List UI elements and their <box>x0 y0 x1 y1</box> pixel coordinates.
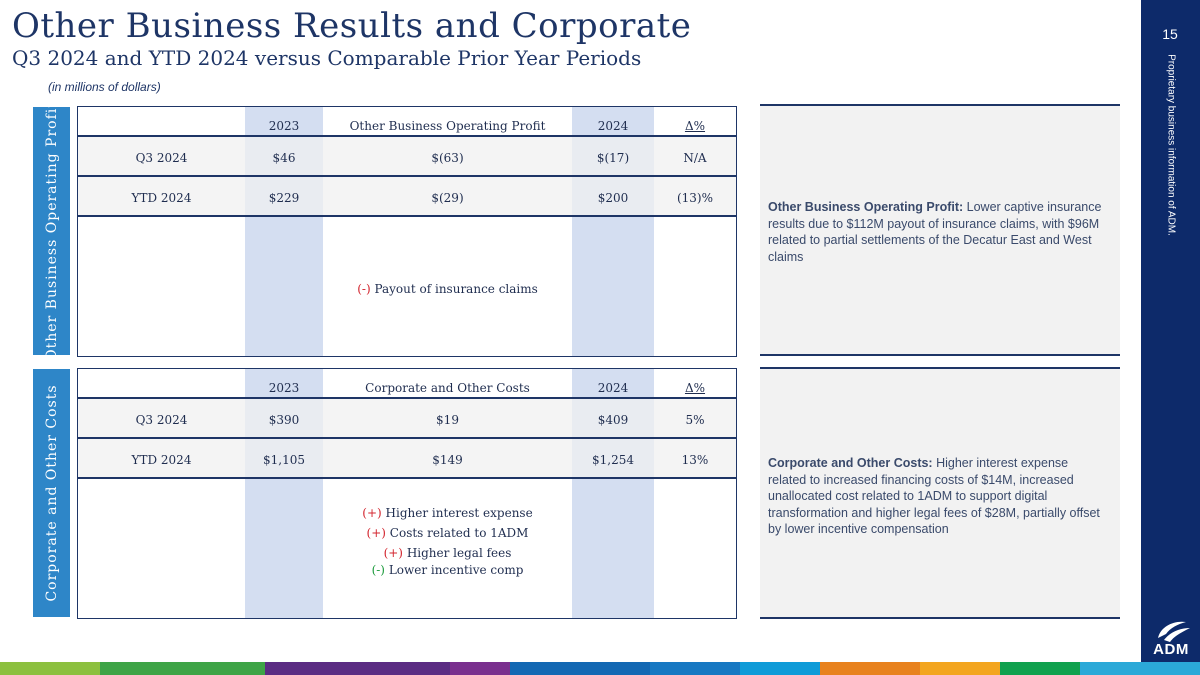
row-shading <box>78 137 736 175</box>
page-number: 15 <box>1162 26 1178 42</box>
header-2024: 2024 <box>597 381 629 395</box>
header-delta-pct: Δ% <box>684 119 706 133</box>
stripe-segment <box>820 662 920 675</box>
table-row: Q3 2024 $46 $(63) $(17) N/A <box>78 137 736 177</box>
brand-sidebar <box>1141 0 1200 662</box>
driver-item: (+) Higher legal fees <box>323 543 572 563</box>
row-shading <box>78 399 736 437</box>
driver-sign: (+) <box>383 546 403 560</box>
row-current: $1,254 <box>592 453 634 467</box>
row-period: YTD 2024 <box>131 191 192 205</box>
driver-text: Costs related to 1ADM <box>389 526 529 540</box>
row-current: $409 <box>597 413 629 427</box>
header-metric: Other Business Operating Profit <box>349 119 546 133</box>
page-subtitle: Q3 2024 and YTD 2024 versus Comparable P… <box>12 46 642 70</box>
row-prior: $1,105 <box>263 453 305 467</box>
driver-sign: (+) <box>362 506 382 520</box>
stripe-segment <box>1000 662 1080 675</box>
row-pct: 13% <box>681 453 709 467</box>
header-2023: 2023 <box>268 119 300 133</box>
stripe-segment <box>740 662 820 675</box>
side-tab-other-business: Other Business Operating Profit <box>33 101 70 361</box>
driver-sign: (-) <box>371 563 385 577</box>
confidentiality-notice: Proprietary business information of ADM. <box>1165 54 1177 236</box>
row-change: $19 <box>436 413 459 427</box>
drivers-list: (+) Higher interest expense (+) Costs re… <box>323 503 572 580</box>
row-prior: $46 <box>272 151 296 165</box>
row-prior: $390 <box>268 413 300 427</box>
driver-text: Payout of insurance claims <box>374 282 538 296</box>
driver-item: (+) Costs related to 1ADM <box>323 523 572 543</box>
row-period: YTD 2024 <box>131 453 192 467</box>
adm-logo-icon <box>1158 621 1190 642</box>
driver-text: Lower incentive comp <box>388 563 524 577</box>
stripe-segment <box>650 662 740 675</box>
driver-item: (+) Higher interest expense <box>323 503 572 523</box>
corporate-costs-table: 2023 Corporate and Other Costs 2024 Δ% Q… <box>77 368 737 619</box>
row-current: $200 <box>597 191 629 205</box>
row-prior: $229 <box>268 191 300 205</box>
row-period: Q3 2024 <box>135 413 188 427</box>
stripe-segment <box>265 662 450 675</box>
header-2024: 2024 <box>597 119 629 133</box>
driver-item: (-) Lower incentive comp <box>323 560 572 580</box>
table-header: 2023 Corporate and Other Costs 2024 Δ% <box>78 369 736 399</box>
commentary-heading: Other Business Operating Profit: <box>768 200 964 214</box>
row-shading <box>78 439 736 477</box>
driver-item: (-) Payout of insurance claims <box>323 279 572 299</box>
driver-text: Higher interest expense <box>385 506 533 520</box>
header-delta-pct: Δ% <box>684 381 706 395</box>
row-pct: 5% <box>685 413 705 427</box>
stripe-segment <box>100 662 265 675</box>
units-note: (in millions of dollars) <box>48 80 161 94</box>
stripe-segment <box>0 662 100 675</box>
row-period: Q3 2024 <box>135 151 188 165</box>
commentary-body: Lower captive insurance results due to $… <box>768 200 1102 264</box>
side-tab-corporate: Corporate and Other Costs <box>33 369 70 617</box>
driver-sign: (-) <box>357 282 371 296</box>
driver-sign: (+) <box>366 526 386 540</box>
driver-text: Higher legal fees <box>406 546 512 560</box>
table-row: YTD 2024 $1,105 $149 $1,254 13% <box>78 439 736 479</box>
side-tab-label: Other Business Operating Profit <box>43 101 60 361</box>
row-change: $149 <box>432 453 463 467</box>
row-change: $(29) <box>431 191 464 205</box>
stripe-segment <box>510 662 650 675</box>
table-row: YTD 2024 $229 $(29) $200 (13)% <box>78 177 736 217</box>
commentary-text: Other Business Operating Profit: Lower c… <box>768 199 1106 265</box>
drivers-list: (-) Payout of insurance claims <box>323 279 572 299</box>
stripe-segment <box>450 662 510 675</box>
commentary-heading: Corporate and Other Costs: <box>768 456 933 470</box>
commentary-corporate: Corporate and Other Costs: Higher intere… <box>760 367 1120 619</box>
row-pct: N/A <box>683 151 707 165</box>
table-header: 2023 Other Business Operating Profit 202… <box>78 107 736 137</box>
row-shading <box>78 177 736 215</box>
commentary-other-business: Other Business Operating Profit: Lower c… <box>760 104 1120 356</box>
page-title: Other Business Results and Corporate <box>12 6 692 46</box>
other-business-table: 2023 Other Business Operating Profit 202… <box>77 106 737 357</box>
stripe-segment <box>920 662 1000 675</box>
commentary-text: Corporate and Other Costs: Higher intere… <box>768 455 1106 538</box>
header-2023: 2023 <box>268 381 300 395</box>
row-change: $(63) <box>431 151 464 165</box>
row-pct: (13)% <box>676 191 714 205</box>
commentary-body: Higher interest expense related to incre… <box>768 456 1100 536</box>
side-tab-label: Corporate and Other Costs <box>43 384 60 602</box>
table-row: Q3 2024 $390 $19 $409 5% <box>78 399 736 439</box>
header-metric: Corporate and Other Costs <box>365 381 530 395</box>
stripe-segment <box>1080 662 1200 675</box>
adm-logo-text: ADM <box>1153 641 1189 658</box>
row-current: $(17) <box>596 151 630 165</box>
